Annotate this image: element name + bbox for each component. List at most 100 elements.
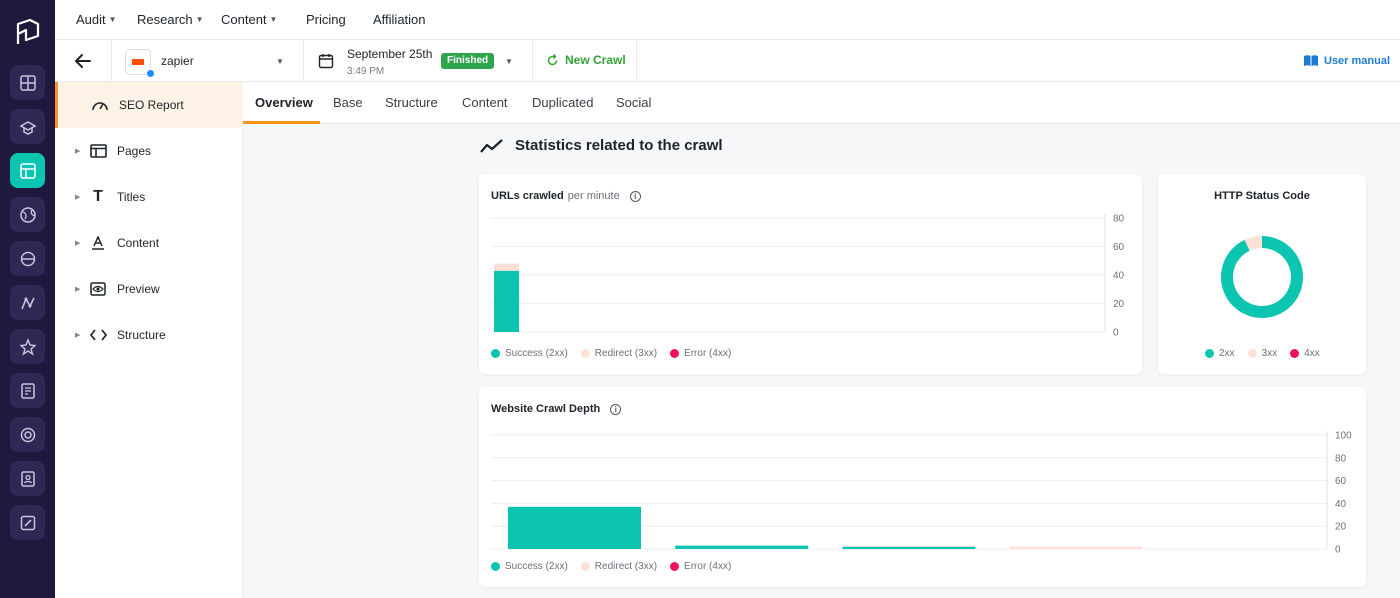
bar-redirect[interactable] — [494, 263, 519, 271]
sidebar-item-seo-report[interactable] — [55, 82, 243, 128]
y-tick-label: 40 — [1113, 271, 1125, 282]
report-sidebar: SEO Report ▶ Pages ▶ T Titles ▶ Content ▶ Pre… — [55, 82, 243, 598]
legend-3xx[interactable]: 3xx — [1247, 348, 1277, 359]
sidebar-item-titles[interactable]: ▶ T Titles — [75, 188, 146, 205]
bar-success[interactable] — [494, 270, 519, 332]
legend-success[interactable]: Success (2xx) — [491, 348, 568, 359]
chevron-down-icon: ▼ — [269, 15, 278, 24]
bar-redirect[interactable] — [842, 545, 976, 547]
edit-icon[interactable] — [10, 505, 45, 540]
pages-icon — [89, 143, 107, 159]
chevron-down-icon[interactable]: ▼ — [505, 57, 513, 66]
legend-2xx[interactable]: 2xx — [1205, 348, 1235, 359]
crawl-depth-card: Website Crawl Depth i 0 20 40 60 80 100 Succe… — [479, 387, 1366, 587]
info-icon[interactable]: i — [629, 190, 641, 202]
y-tick-label: 60 — [1113, 242, 1125, 253]
chart-legend: Success (2xx) Redirect (3xx) Error (4xx) — [491, 561, 731, 572]
y-tick-label: 80 — [1113, 214, 1125, 225]
bar-redirect[interactable] — [1009, 546, 1143, 549]
crawl-time: 3:49 PM — [347, 66, 385, 77]
urls-crawled-chart: 0 20 40 60 80 — [491, 214, 1125, 339]
section-title: Statistics related to the crawl — [480, 137, 723, 154]
contact-icon[interactable] — [10, 461, 45, 496]
tab-social[interactable]: Social — [616, 95, 652, 110]
sidebar-item-preview[interactable]: ▶ Preview — [75, 281, 160, 297]
card-title: URLs crawled per minute i — [491, 190, 641, 202]
tab-content[interactable]: Content — [462, 95, 508, 110]
seo-crawler-icon[interactable] — [10, 153, 45, 188]
nav-content[interactable]: Content ▼ — [221, 12, 278, 27]
bar-success[interactable] — [675, 545, 809, 549]
legend-4xx[interactable]: 4xx — [1290, 348, 1320, 359]
star-icon[interactable] — [10, 329, 45, 364]
card-title: HTTP Status Code — [1214, 190, 1310, 202]
gauge-icon — [91, 97, 109, 113]
y-tick-label: 60 — [1335, 476, 1347, 487]
academy-icon[interactable] — [10, 109, 45, 144]
chevron-down-icon: ▼ — [195, 15, 204, 24]
title-icon: T — [93, 188, 103, 205]
status-badge: Finished — [441, 53, 495, 69]
y-tick-label: 100 — [1335, 431, 1352, 442]
chart-legend: Success (2xx) Redirect (3xx) Error (4xx) — [491, 348, 731, 359]
legend-success[interactable]: Success (2xx) — [491, 561, 568, 572]
y-tick-label: 0 — [1113, 328, 1119, 339]
legend-error[interactable]: Error (4xx) — [670, 348, 731, 359]
refresh-icon — [547, 53, 558, 65]
tab-duplicated[interactable]: Duplicated — [532, 95, 594, 110]
legend-error[interactable]: Error (4xx) — [670, 561, 731, 572]
new-crawl-button[interactable]: New Crawl — [546, 53, 626, 67]
legend-redirect[interactable]: Redirect (3xx) — [580, 561, 657, 572]
sidebar-item-seo-report-label[interactable]: SEO Report — [91, 97, 184, 113]
sidebar-item-structure[interactable]: ▶ Structure — [75, 327, 166, 343]
report-icon[interactable] — [10, 373, 45, 408]
project-favicon[interactable] — [125, 49, 155, 78]
bar-success[interactable] — [842, 546, 976, 549]
info-icon[interactable]: i — [610, 403, 622, 415]
active-tab-indicator — [243, 121, 320, 124]
urls-crawled-card: URLs crawled per minute i 0 20 40 60 80 Succ… — [479, 174, 1142, 374]
donut-slice-2xx[interactable] — [1221, 236, 1303, 318]
crawl-depth-chart: 0 20 40 60 80 100 — [491, 431, 1352, 556]
top-navigation: Audit ▼ Research ▼ Content ▼ Pricing Affili… — [55, 0, 1400, 40]
nav-pricing[interactable]: Pricing — [306, 12, 346, 27]
target-icon[interactable] — [10, 417, 45, 452]
project-name[interactable]: zapier — [161, 54, 194, 68]
analytics-icon[interactable] — [10, 285, 45, 320]
y-tick-label: 0 — [1335, 545, 1341, 556]
nav-audit[interactable]: Audit ▼ — [76, 12, 117, 27]
app-rail — [0, 0, 55, 598]
tab-base[interactable]: Base — [333, 95, 363, 110]
tab-overview[interactable]: Overview — [255, 95, 313, 110]
book-icon — [1304, 55, 1318, 66]
tab-structure[interactable]: Structure — [385, 95, 438, 110]
y-tick-label: 20 — [1113, 299, 1125, 310]
status-dot — [146, 69, 155, 78]
donut-slice-3xx[interactable] — [1244, 236, 1263, 251]
chart-legend: 2xx 3xx 4xx — [1205, 348, 1320, 359]
globe-icon[interactable] — [10, 197, 45, 232]
eye-icon — [89, 281, 107, 297]
code-icon — [89, 327, 107, 343]
crawl-toolbar: zapier ▼ September 25th 3:49 PM Finished… — [55, 40, 1400, 82]
planet-icon[interactable] — [10, 241, 45, 276]
app-logo-icon[interactable] — [12, 16, 43, 47]
bar-success[interactable] — [508, 506, 641, 549]
legend-redirect[interactable]: Redirect (3xx) — [580, 348, 657, 359]
chevron-down-icon[interactable]: ▼ — [276, 57, 284, 66]
sidebar-item-pages[interactable]: ▶ Pages — [75, 143, 152, 159]
y-tick-label: 40 — [1335, 499, 1347, 510]
text-icon — [89, 235, 107, 251]
crawl-date[interactable]: September 25th — [347, 47, 433, 61]
chevron-down-icon: ▼ — [108, 15, 117, 24]
calendar-icon[interactable] — [318, 53, 334, 69]
user-manual-link[interactable]: User manual — [1303, 54, 1390, 67]
back-arrow-icon[interactable] — [73, 51, 93, 71]
http-status-card: HTTP Status Code 2xx 3xx 4xx — [1158, 174, 1366, 374]
dashboard-icon[interactable] — [10, 65, 45, 100]
zapier-logo-icon — [132, 59, 144, 65]
sidebar-item-content[interactable]: ▶ Content — [75, 235, 160, 251]
nav-research[interactable]: Research ▼ — [137, 12, 204, 27]
nav-affiliation[interactable]: Affiliation — [373, 12, 426, 27]
http-status-donut-chart — [1221, 236, 1303, 318]
